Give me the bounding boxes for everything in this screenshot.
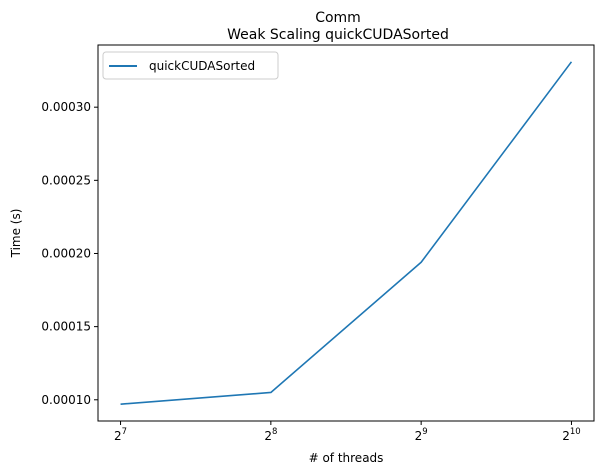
x-tick-label: 27 xyxy=(114,427,127,443)
x-axis-label: # of threads xyxy=(309,451,384,465)
chart-title: Comm xyxy=(315,10,361,26)
x-tick-label: 210 xyxy=(562,427,580,443)
x-tick-label: 29 xyxy=(415,427,428,443)
plot-frame xyxy=(97,44,595,422)
legend-label: quickCUDASorted xyxy=(149,59,255,73)
x-tick-label: 28 xyxy=(264,427,277,443)
y-tick-label: 0.00010 xyxy=(41,393,91,407)
chart-subtitle: Weak Scaling quickCUDASorted xyxy=(227,27,449,43)
y-tick-label: 0.00015 xyxy=(41,320,91,334)
y-tick-label: 0.00030 xyxy=(41,100,91,114)
y-tick-label: 0.00020 xyxy=(41,246,91,260)
legend-box xyxy=(102,51,279,80)
plot-area: 0.00010 0.00015 0.00020 0.00025 0.00030 27 28 2… xyxy=(41,61,581,443)
legend: quickCUDASorted xyxy=(102,51,279,80)
series-line-0 xyxy=(120,61,573,405)
y-tick-label: 0.00025 xyxy=(41,173,91,187)
y-axis-label: Time (s) xyxy=(9,209,23,259)
